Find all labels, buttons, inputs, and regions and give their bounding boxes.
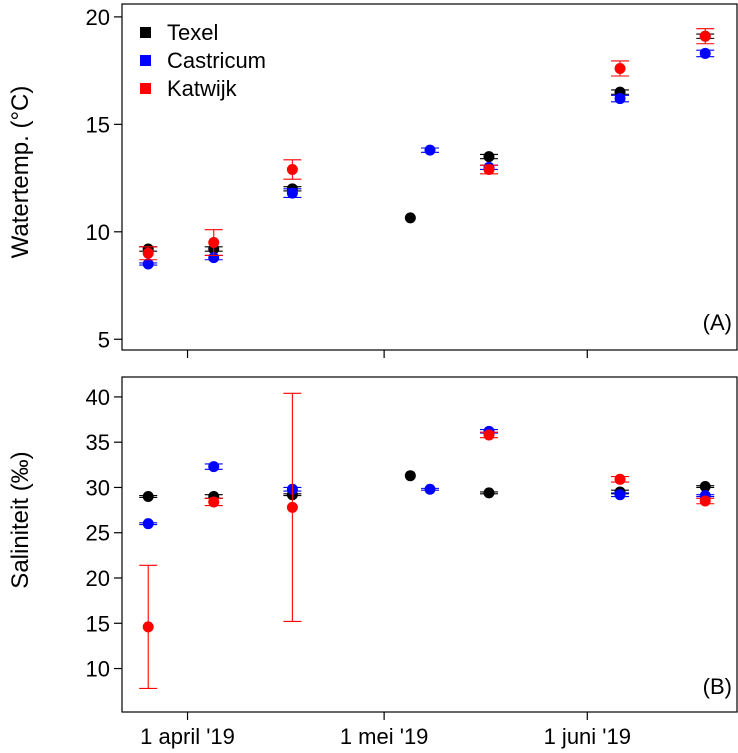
data-point [142, 518, 154, 530]
data-point [699, 495, 711, 507]
panel-label: (A) [703, 310, 732, 335]
data-point [404, 470, 416, 482]
y-tick-label: 20 [86, 5, 110, 30]
data-point [142, 258, 154, 270]
plot-frame [121, 376, 738, 713]
y-tick-label: 25 [86, 521, 110, 546]
data-point [483, 163, 495, 175]
series-katwijk [139, 392, 715, 690]
x-tick-label: 1 april '19 [140, 724, 235, 749]
y-tick-label: 35 [86, 430, 110, 455]
y-tick-label: 30 [86, 475, 110, 500]
y-axis-label: Saliniteit (‰) [7, 451, 34, 588]
data-point [208, 496, 220, 508]
panel-label: (B) [703, 674, 732, 699]
x-tick-label: 1 mei '19 [340, 724, 429, 749]
legend-swatch [140, 55, 151, 66]
series-castricum [139, 425, 715, 530]
data-point [614, 473, 626, 485]
data-point [208, 252, 220, 264]
data-point [404, 212, 416, 224]
legend-entry: Katwijk [167, 76, 238, 101]
data-point [699, 30, 711, 42]
data-point [483, 487, 495, 499]
data-point [424, 483, 436, 495]
legend-entry: Texel [167, 20, 218, 45]
panel-b-saliniteit: 10 15 20 25 30 35 40 1 april '19 1 mei '19 1 juni… [7, 376, 738, 749]
data-point [286, 187, 298, 199]
y-tick-label: 15 [86, 611, 110, 636]
data-point [286, 163, 298, 175]
plot-frame [121, 3, 738, 351]
y-axis-label: Watertemp. (°C) [7, 86, 34, 259]
legend-swatch [140, 83, 151, 94]
y-tick-label: 15 [86, 112, 110, 137]
y-tick-label: 20 [86, 566, 110, 591]
data-point [699, 47, 711, 59]
y-tick-label: 10 [86, 657, 110, 682]
panel-a-watertemp: 5 10 15 20 Watertemp. (°C) (A) Texel Castricum K… [7, 3, 738, 358]
data-point [208, 237, 220, 249]
legend-swatch [140, 27, 151, 38]
y-tick-label: 5 [98, 327, 110, 352]
data-point [286, 501, 298, 513]
data-point [483, 429, 495, 441]
legend: Texel Castricum Katwijk [140, 20, 266, 101]
data-point [614, 62, 626, 74]
legend-entry: Castricum [167, 48, 266, 73]
y-tick-label: 10 [86, 220, 110, 245]
y-tick-label: 40 [86, 385, 110, 410]
data-point [424, 144, 436, 156]
data-point [614, 489, 626, 501]
data-point [208, 461, 220, 473]
data-point [483, 151, 495, 163]
data-point [614, 93, 626, 105]
data-point [142, 247, 154, 259]
series-katwijk [139, 28, 715, 261]
data-point [142, 491, 154, 503]
data-point [699, 481, 711, 493]
x-tick-label: 1 juni '19 [544, 724, 631, 749]
data-point [142, 621, 154, 633]
